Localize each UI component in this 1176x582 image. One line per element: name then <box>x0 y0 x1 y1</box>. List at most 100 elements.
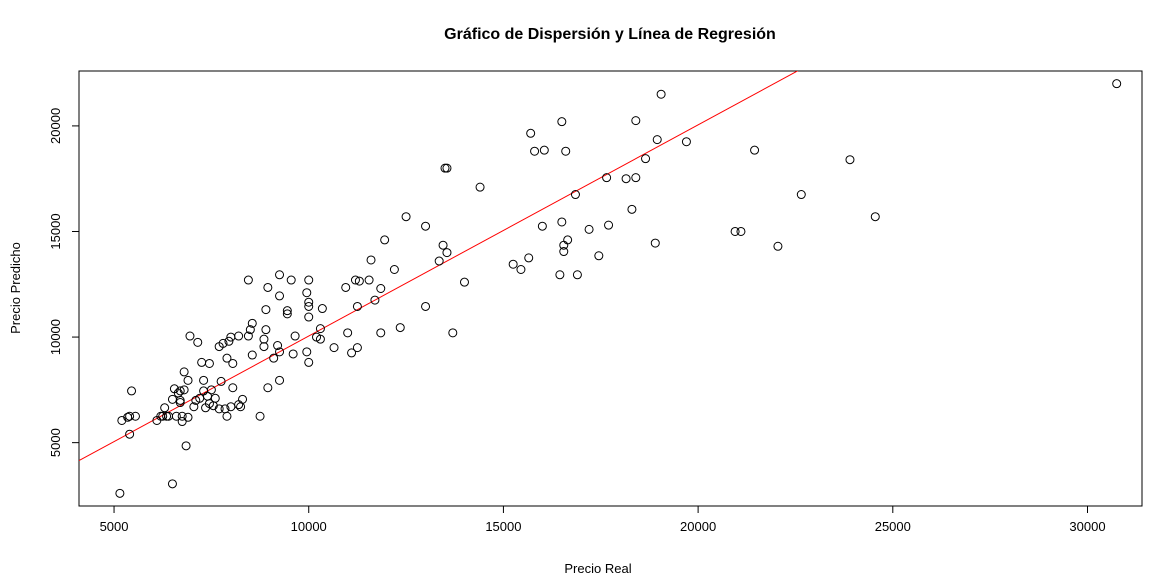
data-point <box>167 479 177 489</box>
data-point <box>329 343 339 353</box>
data-point <box>302 347 312 357</box>
data-point <box>421 301 431 311</box>
data-point <box>199 386 209 396</box>
data-point <box>263 383 273 393</box>
data-point <box>214 404 224 414</box>
data-point <box>730 226 740 236</box>
data-point <box>380 235 390 245</box>
data-point <box>347 348 357 358</box>
data-point <box>376 284 386 293</box>
data-point <box>261 305 271 315</box>
y-tick-label: 5000 <box>48 428 63 457</box>
data-point <box>434 256 444 266</box>
x-tick-label: 25000 <box>875 519 911 534</box>
data-point <box>206 385 216 395</box>
data-point <box>302 288 312 298</box>
data-point <box>395 323 405 333</box>
data-point <box>440 163 450 173</box>
data-point <box>304 275 314 285</box>
data-point <box>508 259 518 269</box>
data-point <box>269 353 279 363</box>
data-point <box>524 253 534 263</box>
y-tick-label: 20000 <box>48 108 63 144</box>
data-point <box>177 417 187 427</box>
data-point <box>236 402 246 412</box>
data-point <box>115 488 125 498</box>
data-point <box>127 386 137 396</box>
data-point <box>210 393 220 403</box>
data-point <box>421 221 431 231</box>
data-point <box>164 411 174 421</box>
data-point <box>516 264 526 274</box>
data-point <box>475 182 485 192</box>
data-point <box>234 400 244 410</box>
data-point <box>243 275 253 285</box>
data-point <box>557 217 567 227</box>
data-point <box>317 304 327 314</box>
x-tick-label: 20000 <box>680 519 716 534</box>
data-point <box>171 411 181 421</box>
data-point <box>530 146 540 156</box>
y-axis: 5000 10000 15000 20000 <box>48 108 79 457</box>
y-tick-label: 10000 <box>48 319 63 355</box>
data-point <box>563 235 573 245</box>
data-point <box>594 251 604 261</box>
data-point <box>263 282 273 292</box>
data-point <box>442 248 452 258</box>
data-point <box>341 282 351 292</box>
data-point <box>175 386 185 396</box>
x-tick-label: 10000 <box>291 519 327 534</box>
data-point <box>438 240 448 250</box>
data-point <box>224 336 234 346</box>
data-point <box>245 325 255 335</box>
data-point <box>175 398 185 408</box>
data-point <box>259 342 269 352</box>
data-point <box>343 328 353 338</box>
data-point <box>641 154 651 164</box>
data-point <box>181 441 191 451</box>
data-point <box>304 301 314 311</box>
data-point <box>602 173 612 183</box>
data-point <box>177 411 187 421</box>
data-point <box>247 350 257 360</box>
data-point <box>584 224 594 234</box>
data-point <box>736 226 746 236</box>
data-point <box>247 318 257 328</box>
data-point <box>315 334 325 344</box>
data-point <box>750 145 760 155</box>
data-point <box>273 341 283 351</box>
data-point <box>222 353 232 363</box>
data-point <box>216 376 226 386</box>
data-point <box>652 135 662 145</box>
chart-title: Gráfico de Dispersión y Línea de Regresi… <box>444 26 776 43</box>
data-point <box>197 357 207 367</box>
x-tick-label: 15000 <box>485 519 521 534</box>
x-axis-title: Precio Real <box>564 561 631 576</box>
data-point <box>656 89 666 99</box>
data-point <box>282 306 292 316</box>
data-point <box>286 275 296 285</box>
data-point <box>370 295 380 305</box>
data-point <box>354 276 364 286</box>
data-point <box>570 190 580 200</box>
data-point <box>366 255 376 265</box>
data-point <box>218 338 228 348</box>
data-point <box>228 358 238 368</box>
data-point <box>228 383 238 393</box>
data-point <box>130 411 140 421</box>
data-point <box>389 264 399 274</box>
data-point <box>537 221 547 231</box>
data-point <box>631 116 641 126</box>
data-point <box>621 174 631 184</box>
data-point <box>304 312 314 322</box>
data-point <box>304 357 314 367</box>
data-point <box>238 394 248 404</box>
data-point <box>559 247 569 257</box>
data-point <box>125 429 135 439</box>
data-point <box>442 163 452 173</box>
x-axis: 5000 10000 15000 20000 25000 30000 <box>100 506 1106 534</box>
data-point <box>261 325 271 335</box>
data-point <box>259 334 269 344</box>
data-point <box>167 394 177 404</box>
data-point <box>222 411 232 421</box>
